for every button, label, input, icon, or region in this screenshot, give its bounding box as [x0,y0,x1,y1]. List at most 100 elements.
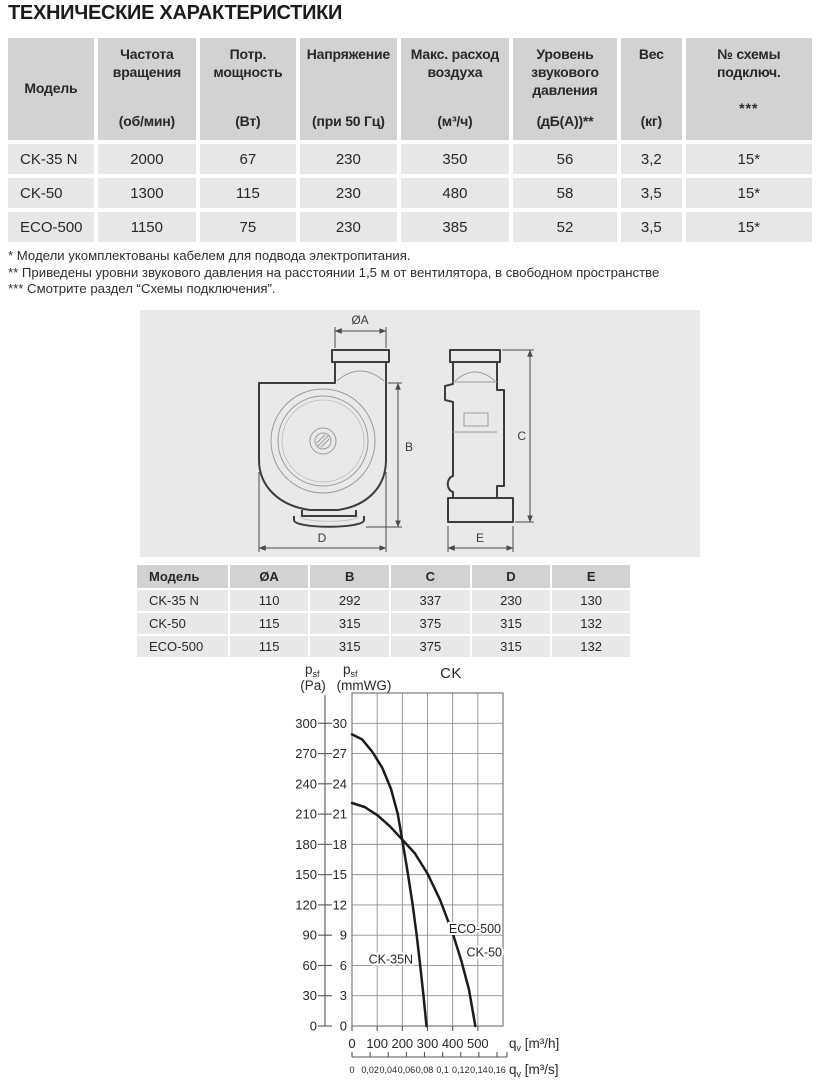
dim-label-d: D [318,531,327,545]
spec-column-header: Уровень звукового давления (дБ(А))** [512,38,618,140]
spec-value-cell: 67 [199,144,296,174]
dim-value-cell: 115 [229,636,309,657]
spec-value-cell: 385 [400,212,509,242]
chart-title: CK [440,665,462,682]
dim-column-header: B [310,565,390,588]
dim-label-e: E [476,531,484,545]
column-name: Уровень звукового давления [531,46,599,98]
pa-tick-label: 0 [310,1019,317,1034]
dim-value-cell: 315 [471,613,551,634]
m3s-tick-label: 0,12 [452,1065,470,1075]
x-tick-label: 500 [467,1036,489,1051]
spec-table-row: ECO-500 1150 75 230 385 52 3,5 15* [8,212,812,242]
column-unit: *** [739,100,759,117]
dim-value-cell: 132 [552,636,630,657]
spec-value-cell: 230 [299,144,397,174]
dimension-drawing-panel: ØA B D C E [140,310,700,557]
pa-tick-label: 270 [295,746,317,761]
pa-tick-label: 120 [295,897,317,912]
x-tick-label: 0 [348,1036,355,1051]
mmwg-tick-label: 3 [340,988,347,1003]
x-tick-label: 300 [417,1036,439,1051]
column-unit: (дБ(А))** [536,113,594,130]
side-base [447,497,514,523]
m3s-tick-label: 0,08 [416,1065,434,1075]
spec-column-header: Напряжение (при 50 Гц) [299,38,397,140]
dim-value-cell: 130 [552,590,630,611]
column-unit: (Вт) [235,113,261,130]
spec-table-row: CK-35 N 2000 67 230 350 56 3,2 15* [8,144,812,174]
dimension-lines: ØA B D C E [258,313,534,552]
chart-curves: CK-35N ECO-500 CK-50 [350,733,504,1028]
dim-value-cell: 315 [310,613,390,634]
spec-value-cell: 15* [685,144,812,174]
pa-tick-label: 240 [295,776,317,791]
x-axis-m3h-title: qv [m³/h] [509,1036,559,1053]
m3s-tick-label: 0,06 [398,1065,416,1075]
m3s-tick-label: 0,02 [361,1065,379,1075]
mmwg-tick-label: 6 [340,958,347,973]
dim-value-cell: 315 [310,636,390,657]
spec-value-cell: 350 [400,144,509,174]
m3s-tick-label: 0 [349,1065,354,1075]
dim-column-header: Модель [137,565,228,588]
dim-column-header: ØA [229,565,309,588]
mmwg-tick-label: 30 [333,716,347,731]
spec-table: Модель Частота вращения (об/мин) Потр. мощн… [4,34,816,246]
mmwg-tick-label: 0 [340,1019,347,1034]
dim-column-header: E [552,565,630,588]
spec-value-cell: 75 [199,212,296,242]
mmwg-tick-label: 18 [333,837,347,852]
column-name: Вес [638,46,664,62]
x-tick-label: 100 [366,1036,388,1051]
dim-label-oa: ØA [351,313,368,327]
dim-value-cell: 115 [229,613,309,634]
spec-value-cell: 52 [512,212,618,242]
dim-value-cell: 315 [471,636,551,657]
spec-column-header: Потр. мощность (Вт) [199,38,296,140]
mmwg-tick-label: 9 [340,928,347,943]
m3s-tick-label: 0,1 [436,1065,449,1075]
pa-tick-label: 210 [295,807,317,822]
chart-grid [351,692,504,1027]
pa-axis-unit: (Pa) [300,678,326,693]
hub-hatch [316,434,330,448]
terminal-box [463,412,489,427]
hub-screw [314,432,332,450]
dim-value-cell: 292 [310,590,390,611]
footnote: *** Смотрите раздел “Схемы подключения”. [8,281,276,296]
spec-value-cell: 1300 [97,178,196,208]
pa-axis-title: psf [305,662,320,679]
inlet-arc [336,370,385,382]
dimensions-table: Модель ØA B C D E CK-35 N 110 292 337 230 130 CK-50… [135,563,632,659]
mmwg-tick-label: 15 [333,867,347,882]
spec-value-cell: 230 [299,178,397,208]
model-cell: CK-50 [137,613,228,634]
chart-axes: 3002702402101801501209060300302724211815… [295,695,508,1075]
foot-bowl [293,516,365,528]
pa-tick-label: 30 [303,988,317,1003]
pa-tick-label: 60 [303,958,317,973]
pa-tick-label: 150 [295,867,317,882]
spec-table-row: CK-50 1300 115 230 480 58 3,5 15* [8,178,812,208]
foot-plinth [301,510,357,517]
footnote: * Модели укомплектованы кабелем для подв… [8,248,411,263]
page-title: ТЕХНИЧЕСКИЕ ХАРАКТЕРИСТИКИ [8,2,343,24]
dim-value-cell: 337 [391,590,470,611]
dim-value-cell: 132 [552,613,630,634]
spec-value-cell: 15* [685,212,812,242]
spec-column-header: Макс. расход воздуха (м³/ч) [400,38,509,140]
curve-label: ECO-500 [449,922,501,936]
spec-column-header: № схемы подключ. *** [685,38,812,140]
x-tick-label: 400 [442,1036,464,1051]
curve-ECO-500-CK-50 [350,801,477,1028]
curve-label: CK-35N [369,952,413,966]
footnote: ** Приведены уровни звукового давления н… [8,264,660,280]
m3s-tick-label: 0,16 [488,1065,506,1075]
footnotes: * Модели укомплектованы кабелем для подв… [8,248,659,298]
model-cell: ECO-500 [8,212,94,242]
spec-value-cell: 230 [299,212,397,242]
dim-label-b: B [405,440,413,454]
dim-value-cell: 375 [391,636,470,657]
